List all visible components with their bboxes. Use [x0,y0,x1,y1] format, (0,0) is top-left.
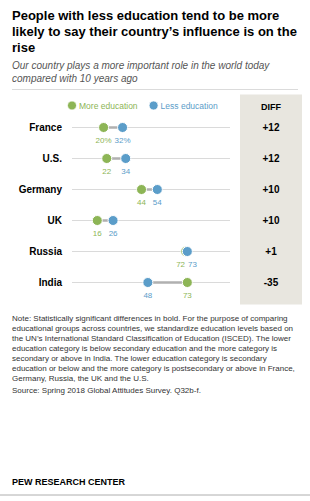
category-label: UK [48,215,63,226]
note: Germany, Russia, the UK and the U.S. [12,374,149,383]
dot [99,123,109,133]
labels: 20%32% France +12 22 34 U.S. +12 44 54 Germany +10… [19,122,280,300]
dot [92,216,102,226]
data-label: 16 [93,229,102,238]
diff-value: -35 [264,277,279,288]
diff-header: DIFF [261,102,281,112]
title: rise [12,40,35,55]
source: Source: Spring 2018 Global Attitudes Sur… [12,386,201,395]
track [72,127,230,128]
dot [102,154,112,164]
track [72,158,230,159]
note: Note: Statistically significant differen… [12,314,288,323]
data-label: 73 [188,260,197,269]
data-label: 54 [153,198,162,207]
dot [182,247,192,257]
legend-swatch [149,101,158,110]
subtitle: Our country plays a more important role … [12,60,270,71]
diff-background [240,95,302,305]
dot [182,278,192,288]
category-label: U.S. [43,153,63,164]
dot [137,185,147,195]
dot [118,123,128,133]
chart: People with less education tend to be mo… [0,0,310,501]
dot [121,154,131,164]
title: People with less education tend to be mo… [12,8,279,23]
diff-value: +12 [263,122,280,133]
diff-value: +10 [263,215,280,226]
data-label: 34 [121,167,130,176]
track [72,189,230,190]
note: education or below and the more category… [12,364,295,373]
data-label: 22 [102,167,111,176]
credit: PEW RESEARCH CENTER [12,477,126,487]
data-label: 48 [143,291,152,300]
category-label: India [39,277,63,288]
data-label: 73 [183,291,192,300]
category-label: Germany [19,184,63,195]
data-label: 32% [115,136,131,145]
note: education category is below secondary ed… [12,344,277,353]
data-label: 20% [96,136,112,145]
dot [108,216,118,226]
legend-label: Less education [161,101,218,111]
track [72,251,230,252]
note: educational groups across countries, we … [12,324,293,333]
legend-label: More education [79,101,138,111]
diff-value: +1 [265,246,277,257]
note: secondary or above in India. The lower e… [12,354,267,363]
legend-swatch [68,101,77,110]
dot [152,185,162,195]
diff-value: +10 [263,184,280,195]
data-label: 26 [109,229,118,238]
dot [143,278,153,288]
category-label: France [29,122,62,133]
marks [72,123,230,288]
connector [148,281,188,284]
bottom-rule [0,495,310,496]
data-label: 44 [137,198,146,207]
diff-value: +12 [263,153,280,164]
data-label: 72 [176,260,185,269]
separator [12,89,298,90]
subtitle: compared with 10 years ago [12,73,138,84]
title: likely to say their country’s influence … [12,24,297,39]
note: the UN’s International Standard Classifi… [12,334,291,343]
category-label: Russia [29,246,62,257]
